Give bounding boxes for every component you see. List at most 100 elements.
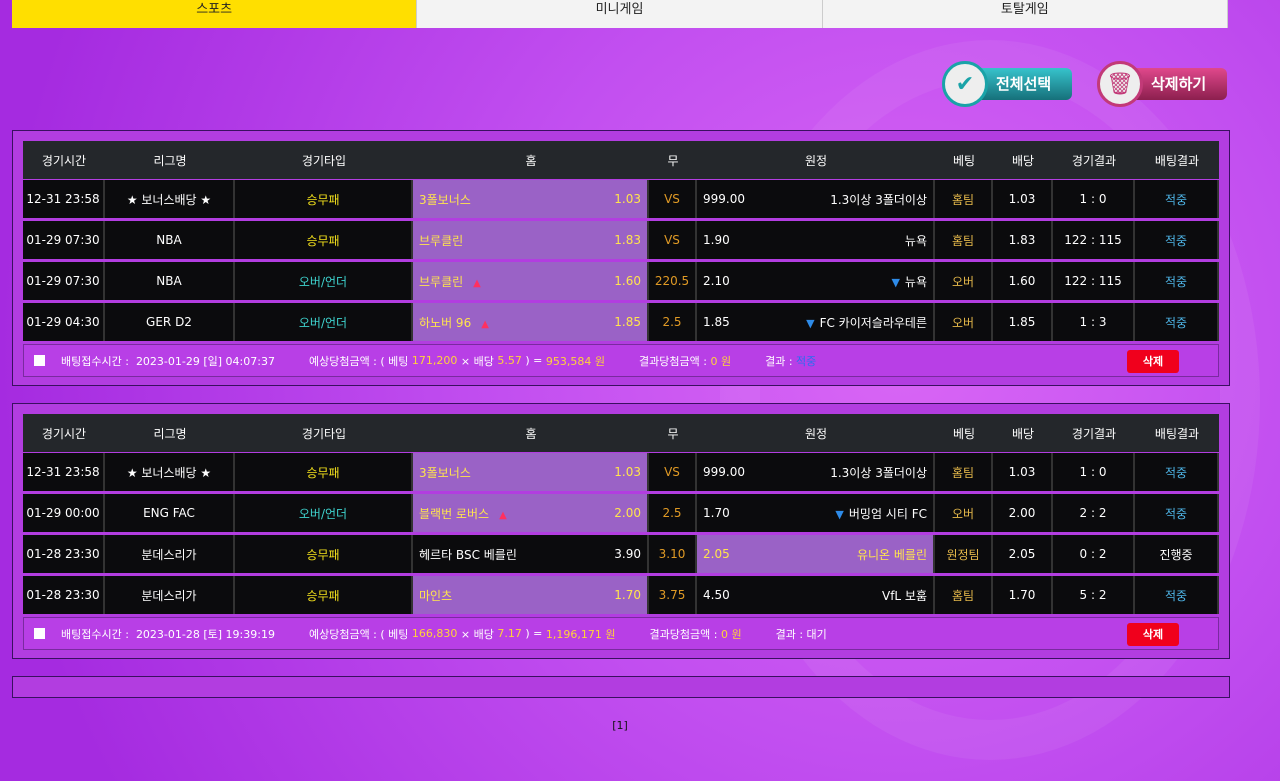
trash-icon: 🗑 bbox=[1097, 61, 1143, 107]
bet-summary: 배팅접수시간 : 2023-01-29 [일] 04:07:37 예상당첨금액 … bbox=[23, 344, 1219, 377]
table-row: 01-28 23:30 분데스리가 승무패 마인츠 1.70 3.75 4.50 V… bbox=[23, 576, 1219, 614]
column-header: 원정 bbox=[697, 414, 935, 452]
home-team: 3폴보너스 bbox=[419, 465, 471, 480]
away-odds: 2.05 bbox=[703, 547, 730, 561]
league-name: NBA bbox=[105, 262, 235, 300]
match-time: 12-31 23:58 bbox=[23, 180, 105, 218]
times-label: × 배당 bbox=[460, 627, 494, 641]
table-row: 12-31 23:58 ★ 보너스배당 ★ 승무패 3폴보너스 1.03 VS 9… bbox=[23, 453, 1219, 491]
home-team-cell: 블랙번 로버스 ▲ 2.00 bbox=[413, 494, 649, 532]
column-header: 리그명 bbox=[105, 141, 235, 179]
draw-value: VS bbox=[649, 221, 697, 259]
tab-totalgame[interactable]: 토탈게임 bbox=[822, 0, 1228, 28]
away-team: 버밍엄 시티 FC bbox=[848, 506, 927, 521]
match-score: 2 : 2 bbox=[1053, 494, 1135, 532]
table-row: 01-29 07:30 NBA 오버/언더 브루클린 ▲ 1.60 220.5 2.… bbox=[23, 262, 1219, 300]
bet-result: 적중 bbox=[1135, 303, 1219, 341]
draw-value: 2.5 bbox=[649, 494, 697, 532]
arrow-down-icon: ▼ bbox=[806, 316, 815, 330]
match-time: 01-28 23:30 bbox=[23, 576, 105, 614]
match-time: 01-29 04:30 bbox=[23, 303, 105, 341]
table-header: 경기시간 리그명 경기타입 홈 무 원정 베팅 배당 경기결과 배팅결과 bbox=[23, 141, 1219, 179]
bet-choice: 오버 bbox=[935, 494, 993, 532]
home-team: 블랙번 로버스 bbox=[419, 506, 490, 521]
away-odds: 1.70 bbox=[703, 506, 730, 520]
bet-choice: 홈팀 bbox=[935, 221, 993, 259]
home-odds: 1.03 bbox=[614, 192, 641, 206]
column-header: 배팅결과 bbox=[1135, 141, 1219, 179]
column-header: 경기타입 bbox=[235, 141, 413, 179]
home-team: 브루클린 bbox=[419, 233, 464, 248]
game-type: 오버/언더 bbox=[235, 262, 413, 300]
table-row: 01-29 04:30 GER D2 오버/언더 하노버 96 ▲ 1.85 2.5… bbox=[23, 303, 1219, 341]
result-label: 결과 : bbox=[775, 627, 804, 641]
match-time: 01-28 23:30 bbox=[23, 535, 105, 573]
home-team-cell: 브루클린 ▲ 1.60 bbox=[413, 262, 649, 300]
pagination-page-1[interactable]: [1] bbox=[612, 719, 628, 732]
delete-bet-button[interactable]: 삭제 bbox=[1127, 350, 1179, 373]
away-odds: 4.50 bbox=[703, 588, 730, 602]
stake: 166,830 bbox=[411, 627, 458, 640]
home-odds: 1.85 bbox=[614, 315, 641, 329]
arrow-down-icon: ▼ bbox=[835, 507, 844, 521]
game-type: 승무패 bbox=[235, 576, 413, 614]
check-icon: ✔ bbox=[942, 61, 988, 107]
draw-value: VS bbox=[649, 453, 697, 491]
league-name: ENG FAC bbox=[105, 494, 235, 532]
home-team: 하노버 96 bbox=[419, 315, 472, 330]
bet-result: 적중 bbox=[1135, 494, 1219, 532]
bet-summary: 배팅접수시간 : 2023-01-28 [토] 19:39:19 예상당첨금액 … bbox=[23, 617, 1219, 650]
total-odds: 5.57 bbox=[497, 354, 522, 367]
column-header: 베팅 bbox=[935, 141, 993, 179]
home-odds: 1.83 bbox=[614, 233, 641, 247]
bet-result: 적중 bbox=[1135, 221, 1219, 259]
league-name: ★ 보너스배당 ★ bbox=[105, 453, 235, 491]
delete-all-button[interactable]: 🗑 삭제하기 bbox=[1097, 60, 1227, 108]
tab-sports[interactable]: 스포츠 bbox=[12, 0, 418, 28]
league-name: 분데스리가 bbox=[105, 535, 235, 573]
away-odds: 2.10 bbox=[703, 274, 730, 288]
draw-value: 3.75 bbox=[649, 576, 697, 614]
won-amount: 0 원 bbox=[710, 354, 732, 368]
category-tabs: 스포츠 미니게임 토탈게임 bbox=[12, 0, 1228, 28]
match-score: 5 : 2 bbox=[1053, 576, 1135, 614]
table-row: 01-29 00:00 ENG FAC 오버/언더 블랙번 로버스 ▲ 2.00 2… bbox=[23, 494, 1219, 532]
away-team: 1.3이상 3폴더이상 bbox=[830, 465, 927, 480]
draw-value: 220.5 bbox=[649, 262, 697, 300]
league-name: GER D2 bbox=[105, 303, 235, 341]
bet-odds: 1.03 bbox=[993, 180, 1053, 218]
match-time: 12-31 23:58 bbox=[23, 453, 105, 491]
column-header: 리그명 bbox=[105, 414, 235, 452]
select-all-button[interactable]: ✔ 전체선택 bbox=[942, 60, 1072, 108]
arrow-up-icon: ▲ bbox=[499, 509, 507, 521]
away-team: 뉴욕 bbox=[904, 233, 927, 248]
home-team: 3폴보너스 bbox=[419, 192, 471, 207]
match-score: 1 : 0 bbox=[1053, 180, 1135, 218]
draw-value: VS bbox=[649, 180, 697, 218]
away-odds: 1.85 bbox=[703, 315, 730, 329]
select-checkbox[interactable] bbox=[34, 355, 45, 366]
bet-time-label: 배팅접수시간 : bbox=[61, 354, 129, 368]
match-score: 1 : 0 bbox=[1053, 453, 1135, 491]
column-header: 경기결과 bbox=[1053, 414, 1135, 452]
tab-minigame[interactable]: 미니게임 bbox=[417, 0, 823, 28]
bet-odds: 1.85 bbox=[993, 303, 1053, 341]
draw-value: 2.5 bbox=[649, 303, 697, 341]
home-team-cell: 마인츠 1.70 bbox=[413, 576, 649, 614]
empty-panel bbox=[12, 676, 1230, 698]
away-team: VfL 보훔 bbox=[881, 588, 927, 603]
game-type: 승무패 bbox=[235, 180, 413, 218]
expected-payout: 1,196,171 원 bbox=[545, 627, 616, 641]
select-checkbox[interactable] bbox=[34, 628, 45, 639]
away-team-cell: 1.85 ▼ FC 카이저슬라우테른 bbox=[697, 303, 935, 341]
home-team-cell: 하노버 96 ▲ 1.85 bbox=[413, 303, 649, 341]
column-header: 홈 bbox=[413, 141, 649, 179]
home-odds: 3.90 bbox=[614, 547, 641, 561]
column-header: 경기타입 bbox=[235, 414, 413, 452]
arrow-up-icon: ▲ bbox=[481, 318, 489, 330]
bet-result: 적중 bbox=[1135, 180, 1219, 218]
delete-bet-button[interactable]: 삭제 bbox=[1127, 623, 1179, 646]
away-team-cell: 2.10 ▼ 뉴욕 bbox=[697, 262, 935, 300]
column-header: 베팅 bbox=[935, 414, 993, 452]
bet-slip: 경기시간 리그명 경기타입 홈 무 원정 베팅 배당 경기결과 배팅결과 12-31 23:58 … bbox=[12, 130, 1230, 386]
